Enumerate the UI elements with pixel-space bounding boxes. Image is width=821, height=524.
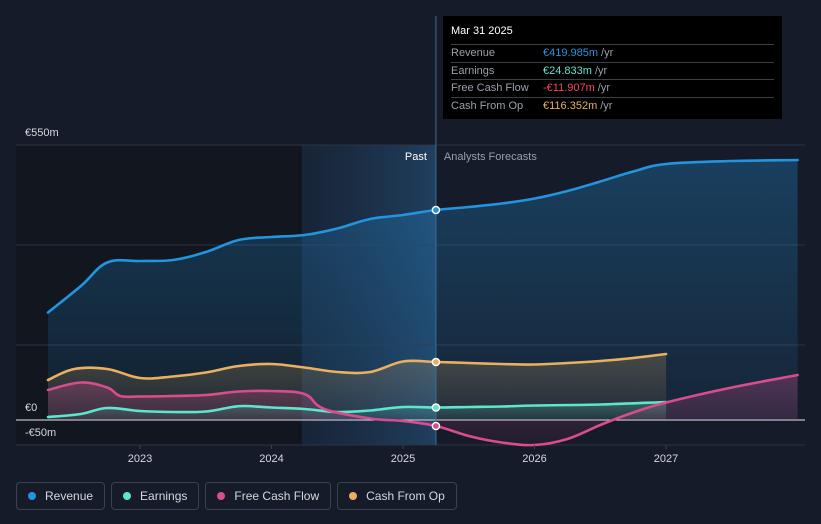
legend-label: Free Cash Flow <box>234 489 320 503</box>
point-revenue <box>431 205 441 215</box>
legend-dot-icon <box>123 492 132 500</box>
x-tick-label: 2024 <box>259 453 283 465</box>
tooltip-unit: /yr <box>594 64 608 77</box>
legend-item-earnings[interactable]: Earnings <box>111 482 200 510</box>
area-revenue <box>48 160 798 420</box>
x-tick-label: 2023 <box>128 453 152 465</box>
tooltip-row-cash-from-op: Cash From Op €116.352m /yr <box>451 96 774 115</box>
tooltip-points <box>431 205 441 431</box>
legend-label: Earnings <box>140 489 188 503</box>
point-cash-from-op <box>431 357 441 367</box>
legend: Revenue Earnings Free Cash Flow Cash Fro… <box>16 482 457 512</box>
tooltip-unit: /yr <box>601 47 614 59</box>
forecast-label: Analysts Forecasts <box>444 151 537 163</box>
series-lines <box>46 158 799 447</box>
x-tick-label: 2026 <box>522 453 546 465</box>
tooltip-unit: /yr <box>600 99 613 112</box>
legend-label: Revenue <box>45 489 94 503</box>
y-tick-label: -€50m <box>25 427 56 439</box>
y-axis-labels: €550m €0 -€50m <box>25 127 59 439</box>
line-cash-from-op <box>46 352 668 382</box>
x-axis-labels: 2023 2024 2025 2026 2027 <box>128 445 678 465</box>
tooltip-value: €24.833m <box>543 64 592 77</box>
x-tick-label: 2025 <box>391 453 415 465</box>
tooltip-label: Earnings <box>451 64 495 77</box>
financial-chart: €550m €0 -€50m 2023 2024 2025 2026 2027 Past A… <box>16 16 805 465</box>
line-revenue <box>46 158 799 314</box>
point-free-cash-flow <box>431 421 441 431</box>
tooltip-value: €116.352m <box>543 99 598 112</box>
tooltip: Mar 31 2025 Revenue €419.985m /yr Earnin… <box>443 16 782 119</box>
legend-dot-icon <box>217 492 226 500</box>
legend-item-revenue[interactable]: Revenue <box>16 482 106 510</box>
tooltip-label: Cash From Op <box>451 99 524 112</box>
tooltip-date: Mar 31 2025 <box>451 25 513 37</box>
line-earnings <box>46 400 668 419</box>
tooltip-row-free-cash-flow: Free Cash Flow -€11.907m /yr <box>451 79 774 97</box>
tooltip-value: €419.985m <box>543 47 599 59</box>
tooltip-label: Free Cash Flow <box>451 82 529 94</box>
x-tick-label: 2027 <box>654 453 678 465</box>
tooltip-row-earnings: Earnings €24.833m /yr <box>451 61 774 80</box>
point-earnings <box>431 403 441 412</box>
legend-item-free-cash-flow[interactable]: Free Cash Flow <box>205 482 332 510</box>
y-tick-label: €550m <box>25 127 59 139</box>
line-free-cash-flow <box>46 373 799 447</box>
legend-dot-icon <box>349 492 358 500</box>
tooltip-value: -€11.907m <box>543 82 595 94</box>
tooltip-label: Revenue <box>451 47 496 59</box>
y-tick-label: €0 <box>25 402 37 414</box>
legend-label: Cash From Op <box>366 489 445 503</box>
past-label: Past <box>405 151 427 163</box>
tooltip-row-revenue: Revenue €419.985m /yr <box>451 44 774 62</box>
tooltip-unit: /yr <box>597 82 611 94</box>
legend-dot-icon <box>28 492 36 500</box>
legend-item-cash-from-op[interactable]: Cash From Op <box>337 482 457 510</box>
